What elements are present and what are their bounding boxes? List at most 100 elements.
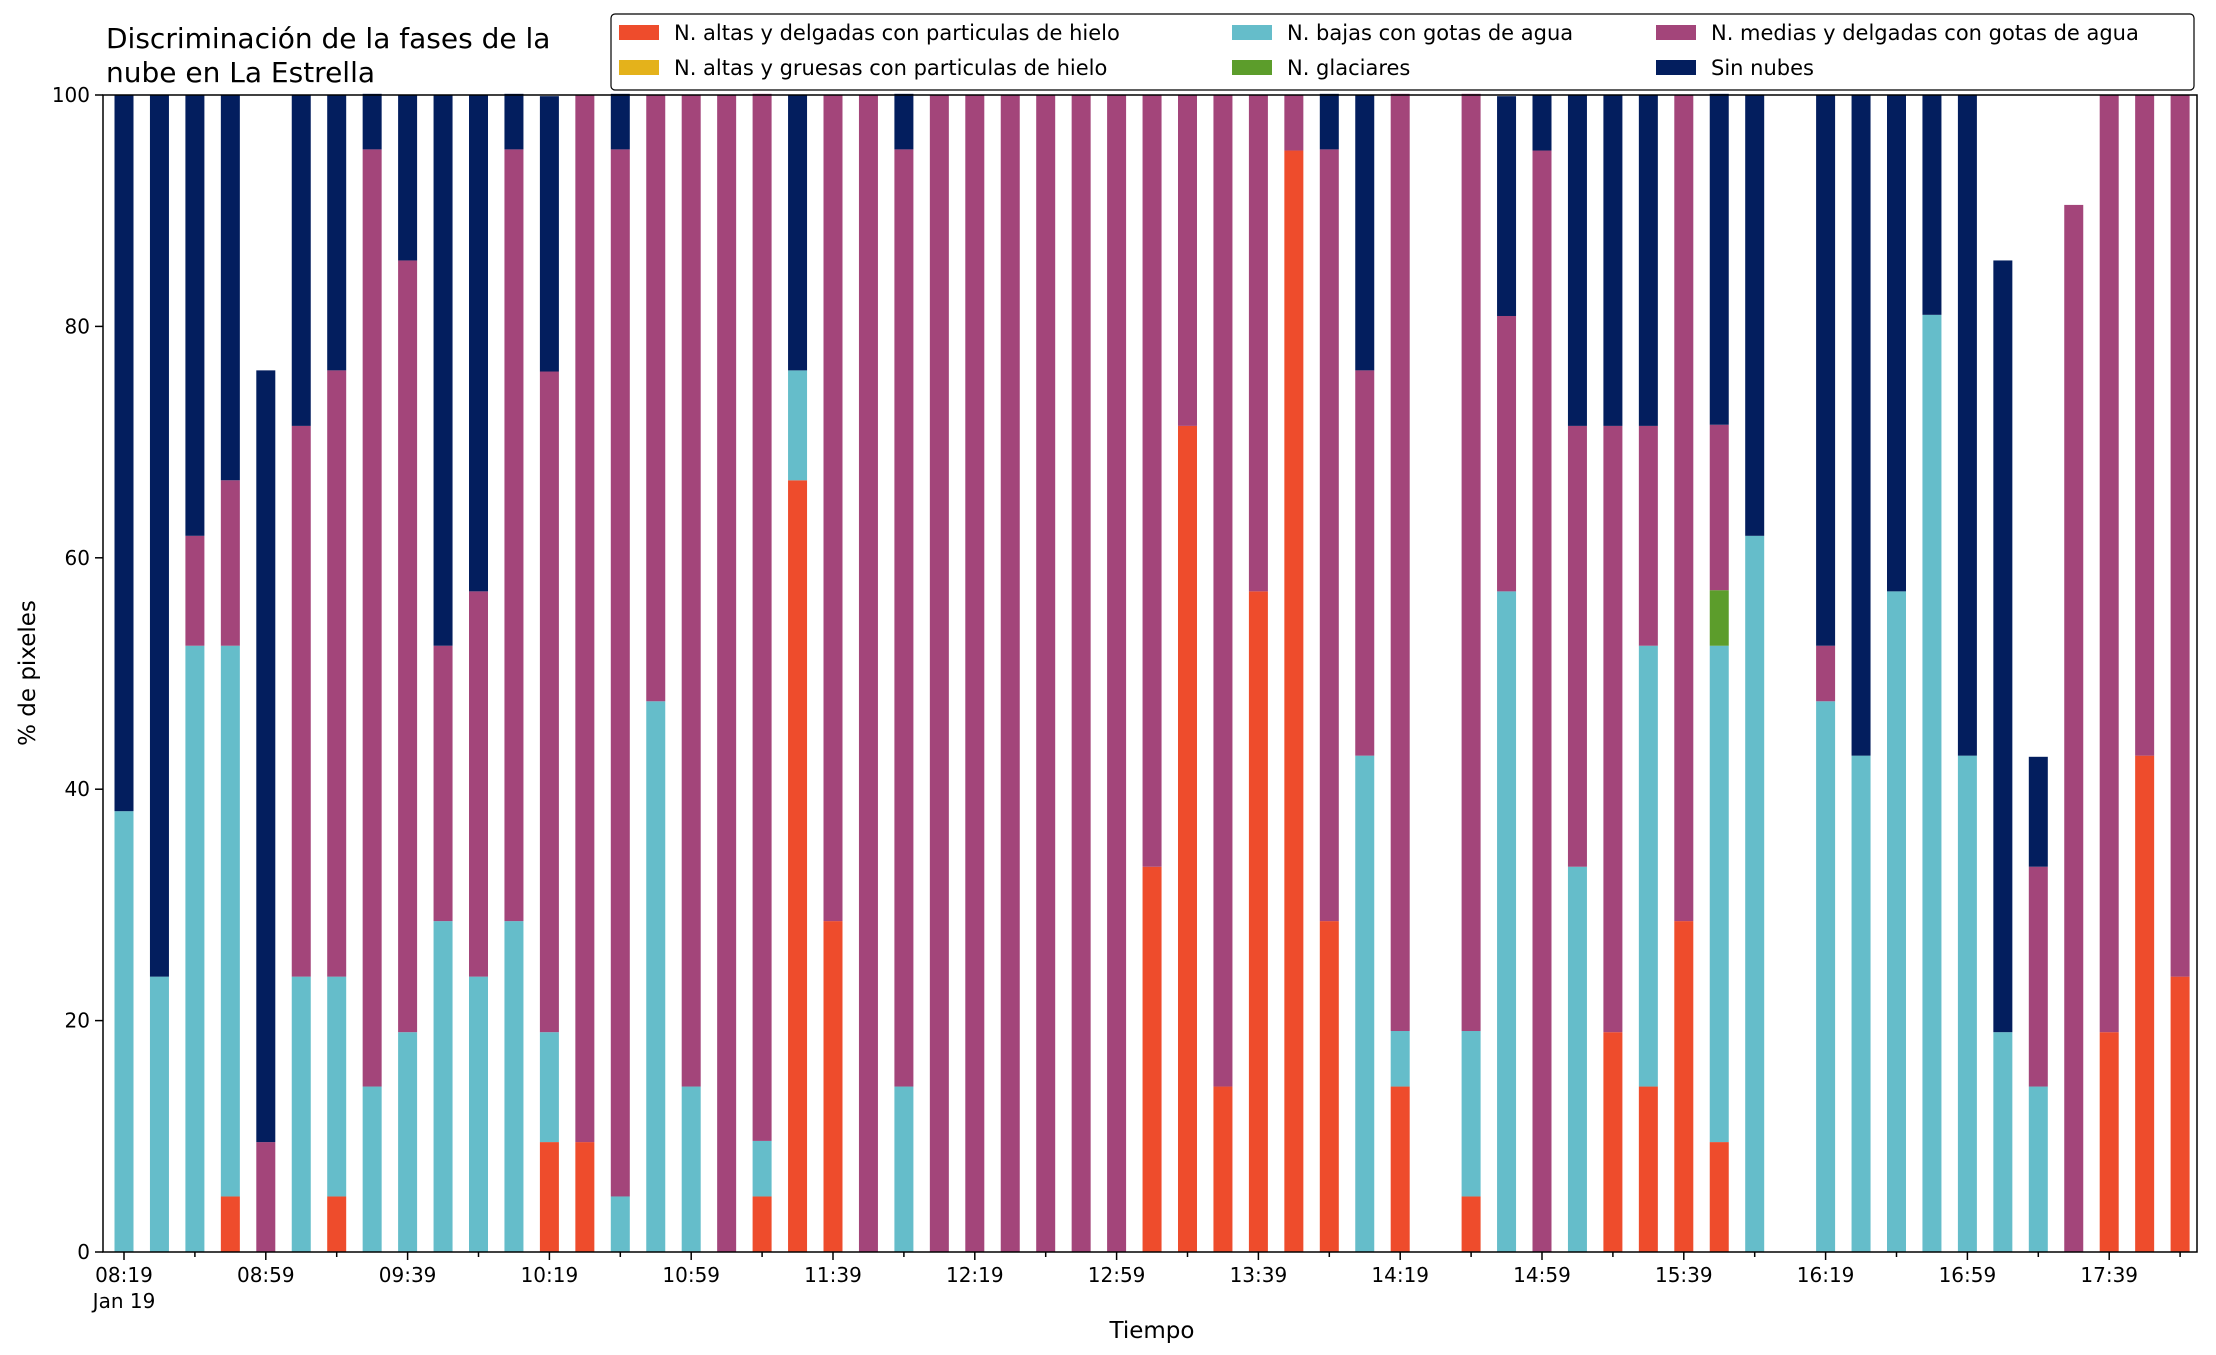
legend-item: N. glaciares: [1232, 56, 1410, 80]
bar-segment: [327, 1196, 347, 1252]
bar-segment: [433, 645, 453, 922]
bar-segment: [1178, 425, 1197, 1252]
bar-segment: [1816, 701, 1836, 1252]
bar-segment: [1674, 95, 1694, 922]
legend-swatch: [619, 60, 659, 75]
bar-segment: [1497, 315, 1517, 592]
bar-segment: [1709, 590, 1729, 646]
bar-segment: [681, 95, 701, 1087]
x-tick-label: 16:59: [1939, 1263, 1997, 1287]
legend-swatch: [1232, 60, 1272, 75]
bar-segment: [1638, 425, 1658, 646]
y-tick-label: 60: [65, 546, 90, 570]
bar-segment: [1851, 95, 1871, 756]
bar-segment: [1461, 1031, 1481, 1197]
bar-segment: [1142, 866, 1162, 1252]
bar-segment: [1213, 1086, 1233, 1252]
bar-segment: [1603, 1032, 1623, 1252]
bar-segment: [788, 480, 808, 1252]
x-tick-label: 12:19: [946, 1263, 1004, 1287]
bar-segment: [1993, 260, 2013, 1033]
bar-segment: [1390, 93, 1410, 1032]
bar-segment: [2064, 204, 2084, 1252]
plot-area-frame: [102, 94, 2198, 1253]
bar-segment: [823, 921, 843, 1252]
bar-segment: [1922, 314, 1942, 1253]
legend-item: N. bajas con gotas de agua: [1232, 21, 1573, 45]
bar-segment: [433, 95, 453, 646]
x-tick-label: 08:59: [237, 1263, 295, 1287]
bar-segment: [1390, 1086, 1410, 1252]
bar-segment: [1851, 755, 1871, 1252]
bar-segment: [398, 260, 418, 1033]
y-axis-label: % de pixeles: [15, 600, 41, 746]
bar-segment: [1709, 424, 1729, 591]
x-tick-label: 08:19: [95, 1263, 153, 1287]
bar-segment: [539, 96, 559, 372]
bar-segment: [291, 976, 311, 1252]
bar-segment: [539, 1142, 559, 1252]
bar-segment: [894, 1086, 914, 1252]
bar-segment: [114, 811, 134, 1252]
bar-segment: [220, 645, 240, 1197]
bar-segment: [2099, 95, 2119, 1033]
bar-segment: [1461, 1196, 1481, 1252]
bar-segment: [1887, 591, 1906, 1252]
bar-segment: [327, 370, 347, 977]
x-tick-label: 14:19: [1371, 1263, 1429, 1287]
bar-segment: [327, 95, 347, 371]
bar-segment: [433, 921, 453, 1252]
bar-segment: [1745, 95, 1765, 536]
chart-title: Discriminación de la fases de la nube en …: [106, 22, 550, 89]
bar-segment: [1603, 95, 1623, 426]
bar-segment: [1816, 645, 1836, 702]
bar-segment: [965, 95, 985, 1252]
bar-segment: [504, 921, 524, 1252]
bar-segment: [1142, 95, 1162, 867]
bar-segment: [1709, 93, 1729, 425]
bar-segment: [1461, 93, 1481, 1032]
legend-item: N. altas y delgadas con particulas de hi…: [619, 21, 1120, 45]
bar-segment: [1567, 866, 1587, 1252]
legend-swatch: [1656, 60, 1696, 75]
chart-title-line: nube en La Estrella: [106, 56, 375, 89]
bar-segment: [646, 701, 666, 1252]
bar-segment: [1178, 95, 1197, 426]
bar-segment: [362, 149, 382, 1087]
bar-segment: [469, 591, 488, 977]
x-tick-label: 15:39: [1655, 1263, 1713, 1287]
bar-segment: [362, 93, 382, 150]
bar-segment: [220, 95, 240, 481]
bar-segment: [1567, 95, 1587, 426]
legend-swatch: [619, 25, 659, 40]
bar-segment: [752, 1196, 772, 1252]
y-tick-label: 40: [65, 777, 90, 801]
bars-layer: [114, 93, 2190, 1253]
bar-segment: [681, 1086, 701, 1252]
legend-label: N. medias y delgadas con gotas de agua: [1711, 21, 2139, 45]
legend-item: N. altas y gruesas con particulas de hie…: [619, 56, 1107, 80]
bar-segment: [2028, 1086, 2048, 1252]
y-tick-label: 20: [65, 1009, 90, 1033]
bar-segment: [1638, 1086, 1658, 1252]
legend-label: Sin nubes: [1711, 56, 1814, 80]
bar-segment: [256, 370, 276, 1143]
bar-segment: [2170, 976, 2190, 1252]
bar-segment: [327, 976, 347, 1197]
bar-segment: [1532, 150, 1552, 1252]
x-tick-label: 10:19: [521, 1263, 579, 1287]
bar-segment: [1248, 591, 1268, 1252]
y-tick-label: 100: [52, 83, 90, 107]
bar-segment: [256, 1142, 276, 1252]
bar-segment: [1957, 755, 1977, 1252]
bar-segment: [149, 976, 169, 1252]
bar-segment: [1922, 95, 1942, 315]
bar-segment: [1390, 1031, 1410, 1087]
bar-segment: [1319, 93, 1339, 150]
bar-segment: [504, 149, 524, 922]
bar-segment: [291, 425, 311, 977]
bar-segment: [788, 370, 808, 481]
bar-segment: [1957, 95, 1977, 756]
bar-segment: [1355, 370, 1375, 756]
